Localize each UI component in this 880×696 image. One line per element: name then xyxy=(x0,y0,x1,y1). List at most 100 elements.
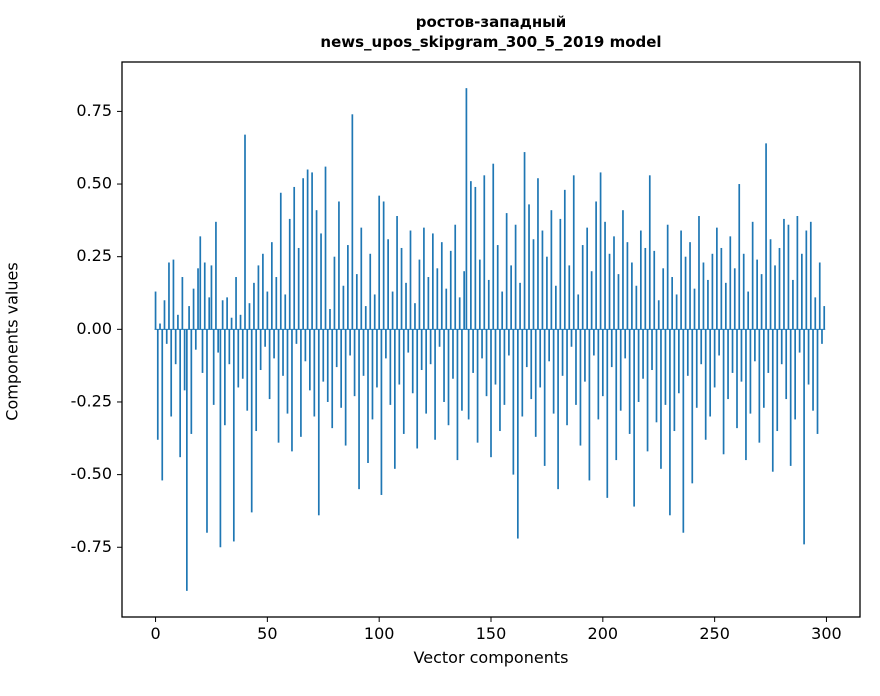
bar xyxy=(548,329,550,362)
bar xyxy=(159,323,161,330)
bar xyxy=(181,277,184,330)
axes-box xyxy=(121,61,861,618)
bar xyxy=(340,329,343,408)
bar xyxy=(787,224,790,330)
bar xyxy=(662,268,665,330)
bar xyxy=(241,329,244,379)
bar xyxy=(228,329,231,365)
bar xyxy=(485,329,488,397)
bar xyxy=(483,175,486,330)
bar xyxy=(539,329,542,388)
y-tick-label: 0.00 xyxy=(76,319,112,338)
bar xyxy=(801,253,803,330)
y-tick-label: -0.25 xyxy=(71,391,112,410)
bar xyxy=(322,329,325,382)
bar xyxy=(235,277,237,330)
bar xyxy=(295,329,298,344)
bar xyxy=(570,329,573,347)
y-tick-label: 0.50 xyxy=(76,174,112,193)
bar xyxy=(530,329,533,400)
bar xyxy=(226,297,228,330)
bar xyxy=(628,329,631,434)
x-tick-label: 0 xyxy=(150,624,160,643)
bar xyxy=(355,274,358,330)
x-tick-label: 250 xyxy=(699,624,730,643)
bar xyxy=(648,175,651,330)
bar xyxy=(521,329,524,417)
bar xyxy=(584,329,586,382)
bar xyxy=(429,329,432,365)
bar xyxy=(454,224,457,330)
bar xyxy=(789,329,792,466)
bar xyxy=(156,329,159,440)
bar xyxy=(494,329,497,385)
bar xyxy=(259,329,262,371)
bar xyxy=(190,329,193,434)
bar xyxy=(452,329,454,379)
x-tick-label: 50 xyxy=(257,624,277,643)
bar xyxy=(470,181,472,330)
bar xyxy=(678,329,680,394)
bar xyxy=(682,329,685,533)
bar xyxy=(736,329,738,429)
bar xyxy=(490,329,492,458)
bar xyxy=(751,221,754,330)
bar xyxy=(199,236,202,330)
bar xyxy=(309,329,311,391)
bar xyxy=(432,233,434,330)
bar xyxy=(543,329,546,466)
bar xyxy=(586,227,589,330)
bar xyxy=(449,250,452,330)
bar xyxy=(331,329,334,429)
bar xyxy=(597,329,600,420)
bar xyxy=(619,329,622,411)
bar xyxy=(758,329,761,443)
bar xyxy=(219,329,222,548)
bar xyxy=(154,291,157,330)
bar xyxy=(203,262,206,330)
bar xyxy=(666,224,669,330)
bar xyxy=(311,172,313,330)
bar xyxy=(651,329,653,371)
bar xyxy=(338,201,340,330)
bar xyxy=(344,329,347,446)
chart-title-line1: ростов-западный xyxy=(415,13,567,31)
bar xyxy=(186,329,188,591)
bar xyxy=(610,329,613,368)
bar xyxy=(669,329,671,516)
bar xyxy=(434,329,436,440)
bar xyxy=(458,297,461,330)
bar xyxy=(161,329,164,481)
bar xyxy=(425,329,427,414)
bar xyxy=(373,294,376,330)
bar xyxy=(391,291,394,330)
bar xyxy=(599,172,602,330)
bar xyxy=(389,329,392,405)
bar xyxy=(550,210,553,330)
bar xyxy=(474,186,477,330)
bar xyxy=(503,329,506,405)
bar xyxy=(760,274,763,330)
bar xyxy=(575,329,577,405)
bar xyxy=(353,329,356,397)
bar xyxy=(286,329,289,414)
bar xyxy=(192,288,195,330)
bar xyxy=(302,178,304,330)
bar xyxy=(671,277,673,330)
bar xyxy=(443,329,445,402)
bar xyxy=(347,245,349,330)
x-tick-label: 300 xyxy=(811,624,842,643)
bar xyxy=(496,245,499,330)
bar xyxy=(606,329,609,498)
bar xyxy=(463,271,466,330)
bar xyxy=(418,259,421,330)
bar xyxy=(230,317,233,330)
bar xyxy=(803,329,805,545)
bar xyxy=(604,221,606,330)
bar xyxy=(244,134,246,330)
bar xyxy=(796,216,799,330)
bar xyxy=(317,329,320,516)
bar xyxy=(807,329,810,385)
